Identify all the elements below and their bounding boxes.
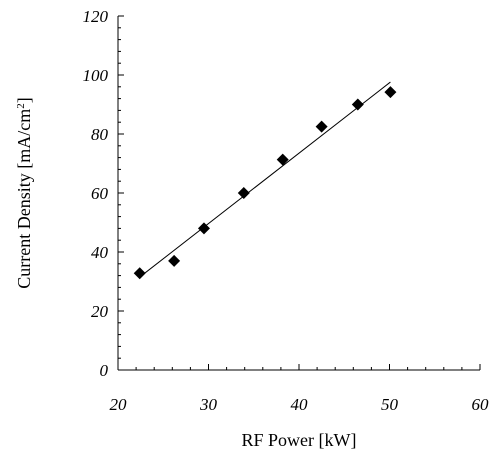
x-tick-label: 20 <box>110 395 128 414</box>
y-tick-label: 40 <box>91 243 109 262</box>
x-tick-label: 40 <box>291 395 309 414</box>
y-tick-label: 20 <box>91 302 109 321</box>
y-tick-label: 100 <box>83 66 109 85</box>
y-axis-title-close: ] <box>14 97 34 103</box>
data-point <box>133 267 146 280</box>
y-tick-label: 120 <box>83 7 109 26</box>
data-point <box>168 254 181 267</box>
data-point <box>276 153 289 166</box>
trendline <box>139 81 391 278</box>
x-axis-title: RF Power [kW] <box>242 430 357 450</box>
data-point <box>351 98 364 111</box>
data-point <box>315 120 328 133</box>
y-tick-label: 80 <box>91 125 109 144</box>
data-point <box>237 187 250 199</box>
y-axis-title: Current Density [mA/cm2] <box>14 97 34 288</box>
y-tick-label: 0 <box>100 361 109 380</box>
data-point <box>197 222 210 235</box>
data-point <box>384 86 397 99</box>
x-tick-label: 30 <box>199 395 218 414</box>
y-axis-title-main: Current Density [mA/cm <box>14 109 34 289</box>
y-axis-title-superscript: 2 <box>15 103 27 109</box>
x-tick-label: 50 <box>381 395 399 414</box>
y-tick-label: 60 <box>91 184 109 203</box>
x-tick-label: 60 <box>472 395 489 414</box>
